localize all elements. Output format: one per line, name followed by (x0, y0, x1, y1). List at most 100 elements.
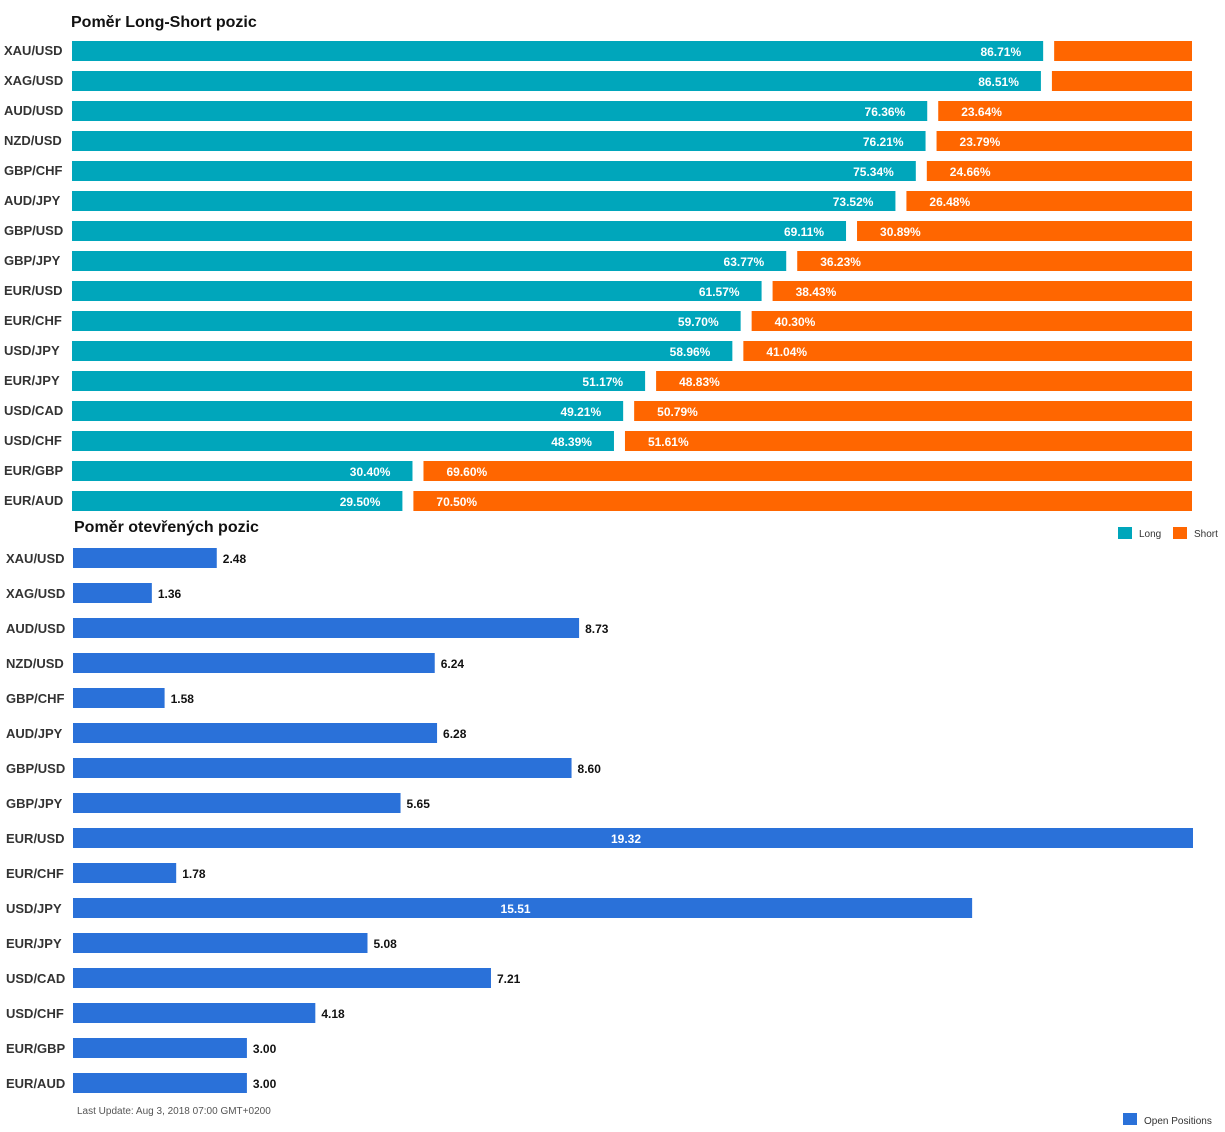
open-positions-value-label: 7.21 (497, 972, 521, 986)
short-bar (936, 131, 1192, 151)
open-positions-value-label: 8.73 (585, 622, 609, 636)
open-positions-bar (73, 968, 491, 988)
long-bar (72, 401, 624, 421)
short-bar (857, 221, 1192, 241)
short-bar (906, 191, 1192, 211)
open-positions-bar (73, 828, 1193, 848)
long-short-category-label: USD/JPY (4, 343, 60, 358)
open-positions-bar (73, 758, 572, 778)
open-positions-value-label: 1.58 (171, 692, 195, 706)
long-value-label: 69.11% (784, 225, 824, 239)
short-bar (423, 461, 1193, 481)
long-bar (72, 221, 847, 241)
short-bar (624, 431, 1192, 451)
long-bar (72, 131, 926, 151)
open-positions-category-label: NZD/USD (6, 656, 64, 671)
open-positions-category-label: XAG/USD (6, 586, 65, 601)
long-short-category-label: GBP/USD (4, 223, 63, 238)
open-positions-category-label: EUR/JPY (6, 936, 62, 951)
long-value-label: 30.40% (350, 465, 391, 479)
short-value-label: 26.48% (929, 195, 970, 209)
open-positions-category-label: XAU/USD (6, 551, 65, 566)
short-value-label: 41.04% (766, 345, 807, 359)
short-value-label: 48.83% (679, 375, 720, 389)
open-positions-bar (73, 583, 152, 603)
long-bar (72, 431, 614, 451)
long-value-label: 59.70% (678, 315, 719, 329)
open-positions-bar (73, 618, 580, 638)
long-short-category-label: EUR/JPY (4, 373, 60, 388)
short-bar (413, 491, 1192, 511)
short-bar (743, 341, 1192, 361)
open-positions-value-label: 5.08 (373, 937, 397, 951)
legend-open-label: Open Positions (1144, 1116, 1212, 1127)
long-short-category-label: AUD/USD (4, 103, 63, 118)
open-positions-bar (73, 1073, 247, 1093)
open-positions-category-label: GBP/JPY (6, 796, 63, 811)
long-value-label: 49.21% (560, 405, 601, 419)
long-short-category-label: XAG/USD (4, 73, 63, 88)
long-short-category-label: GBP/CHF (4, 163, 63, 178)
short-value-label: 24.66% (950, 165, 991, 179)
short-value-label: 40.30% (775, 315, 816, 329)
open-positions-value-label: 3.00 (253, 1042, 277, 1056)
short-bar (1054, 41, 1192, 61)
long-value-label: 73.52% (833, 195, 874, 209)
long-value-label: 86.71% (980, 45, 1021, 59)
legend-long-swatch (1118, 527, 1132, 539)
short-bar (926, 161, 1192, 181)
long-short-category-label: USD/CAD (4, 403, 63, 418)
open-positions-category-label: USD/CHF (6, 1006, 64, 1021)
open-positions-bar (73, 1003, 316, 1023)
legend-open-swatch (1123, 1113, 1137, 1125)
open-positions-bar (73, 933, 368, 953)
short-bar (938, 101, 1192, 121)
open-positions-value-label: 4.18 (321, 1007, 345, 1021)
long-value-label: 63.77% (724, 255, 765, 269)
short-value-label: 70.50% (436, 495, 477, 509)
long-value-label: 29.50% (340, 495, 381, 509)
chart1-title: Poměr Long-Short pozic (71, 14, 257, 31)
open-positions-value-label: 6.24 (441, 657, 465, 671)
long-short-category-label: EUR/GBP (4, 463, 64, 478)
legend-short-label: Short (1194, 529, 1218, 540)
long-short-category-label: NZD/USD (4, 133, 62, 148)
open-positions-category-label: AUD/USD (6, 621, 65, 636)
open-positions-chart: XAU/USD 2.48 XAG/USD 1.36 AUD/USD 8.73 NZD/USD… (6, 548, 1193, 1093)
open-positions-value-label: 2.48 (223, 552, 247, 566)
long-value-label: 58.96% (670, 345, 711, 359)
long-value-label: 48.39% (551, 435, 592, 449)
long-short-category-label: XAU/USD (4, 43, 63, 58)
open-positions-value-label: 5.65 (407, 797, 431, 811)
long-bar (72, 311, 741, 331)
short-value-label: 23.79% (960, 135, 1001, 149)
long-bar (72, 191, 896, 211)
open-positions-bar (73, 723, 438, 743)
open-positions-bar (73, 1038, 247, 1058)
short-bar (772, 281, 1192, 301)
short-bar (634, 401, 1192, 421)
open-positions-category-label: EUR/USD (6, 831, 65, 846)
short-value-label: 30.89% (880, 225, 921, 239)
open-positions-category-label: GBP/USD (6, 761, 65, 776)
long-value-label: 75.34% (853, 165, 894, 179)
long-value-label: 61.57% (699, 285, 740, 299)
long-short-category-label: USD/CHF (4, 433, 62, 448)
open-positions-value-label: 19.32 (611, 832, 641, 846)
short-value-label: 38.43% (796, 285, 837, 299)
short-value-label: 36.23% (820, 255, 861, 269)
short-value-label: 69.60% (446, 465, 487, 479)
long-short-category-label: EUR/USD (4, 283, 63, 298)
open-positions-category-label: AUD/JPY (6, 726, 63, 741)
short-bar (1051, 71, 1192, 91)
open-positions-category-label: USD/JPY (6, 901, 62, 916)
long-bar (72, 161, 916, 181)
long-value-label: 76.36% (865, 105, 906, 119)
open-positions-category-label: EUR/CHF (6, 866, 64, 881)
open-positions-category-label: USD/CAD (6, 971, 65, 986)
short-bar (797, 251, 1192, 271)
long-short-chart: XAU/USD 86.71% XAG/USD 86.51% AUD/USD 76.36% 2… (4, 41, 1193, 511)
open-positions-value-label: 1.36 (158, 587, 182, 601)
open-positions-value-label: 1.78 (182, 867, 206, 881)
open-positions-value-label: 6.28 (443, 727, 467, 741)
